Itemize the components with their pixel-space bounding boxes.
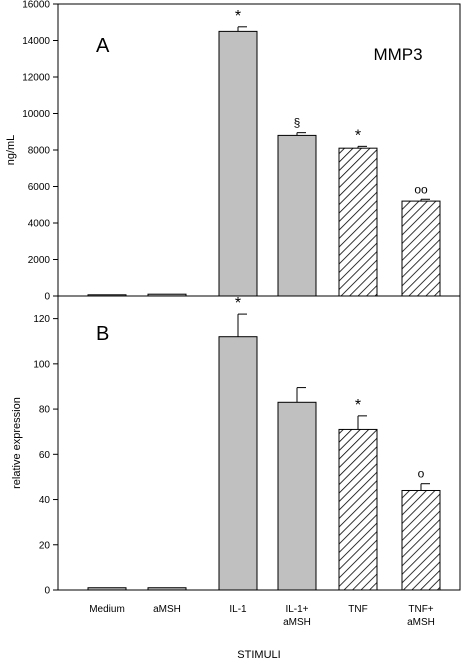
- y-tick-label: 40: [39, 495, 51, 506]
- significance-marker: §: [294, 116, 301, 130]
- chart-title: MMP3: [373, 45, 422, 64]
- y-tick-label: 60: [39, 450, 51, 461]
- bar-4: [277, 401, 317, 591]
- x-tick-label: IL-1+ aMSH: [283, 604, 311, 628]
- y-tick-label: 10000: [22, 109, 50, 120]
- y-tick-label: 120: [33, 314, 50, 325]
- y-tick-label: 16000: [22, 0, 50, 11]
- bar-5: [338, 147, 378, 297]
- y-tick-label: 2000: [28, 255, 51, 266]
- plot-frame: [57, 295, 461, 591]
- y-tick-label: 12000: [22, 73, 50, 84]
- y-tick-label: 100: [33, 359, 50, 370]
- x-axis-label: STIMULI: [237, 649, 280, 661]
- bar-3: [218, 30, 258, 297]
- significance-marker: *: [235, 8, 241, 25]
- panel-label: A: [96, 35, 110, 57]
- bar-5: [338, 428, 378, 591]
- significance-marker: o: [418, 467, 425, 481]
- significance-marker: *: [355, 127, 361, 144]
- y-tick-label: 6000: [28, 182, 51, 193]
- x-tick-label: TNF: [348, 604, 367, 615]
- bar-6: [401, 200, 441, 297]
- chart-panel-b: 0 20 40 60 80 100 120 relative expression B * * o Me…: [11, 295, 461, 661]
- y-tick-label: 14000: [22, 36, 50, 47]
- bar-1: [87, 587, 127, 591]
- x-tick-label: TNF+ aMSH: [407, 604, 435, 628]
- significance-marker: *: [355, 397, 361, 414]
- bar-4: [277, 134, 317, 297]
- y-tick-label: 0: [44, 586, 50, 597]
- y-tick-label: 4000: [28, 219, 51, 230]
- x-tick-label: IL-1: [229, 604, 247, 615]
- y-tick-label: 8000: [28, 146, 51, 157]
- bar-6: [401, 489, 441, 591]
- x-tick-label: aMSH: [153, 604, 181, 615]
- panel-label: B: [96, 323, 109, 345]
- significance-marker: oo: [414, 182, 428, 196]
- significance-marker: *: [235, 295, 241, 312]
- y-axis-label: relative expression: [11, 397, 23, 489]
- bar-2: [147, 587, 187, 591]
- y-axis-label: ng/mL: [5, 135, 17, 166]
- bar-3: [218, 336, 258, 591]
- y-tick-label: 80: [39, 405, 51, 416]
- x-tick-label: Medium: [89, 604, 125, 615]
- y-tick-label: 20: [39, 540, 51, 551]
- chart-panel-a: 0 2000 4000 6000 8000 10000 12000 14000 16000 ng/…: [5, 0, 461, 303]
- y-tick-label: 0: [44, 292, 50, 303]
